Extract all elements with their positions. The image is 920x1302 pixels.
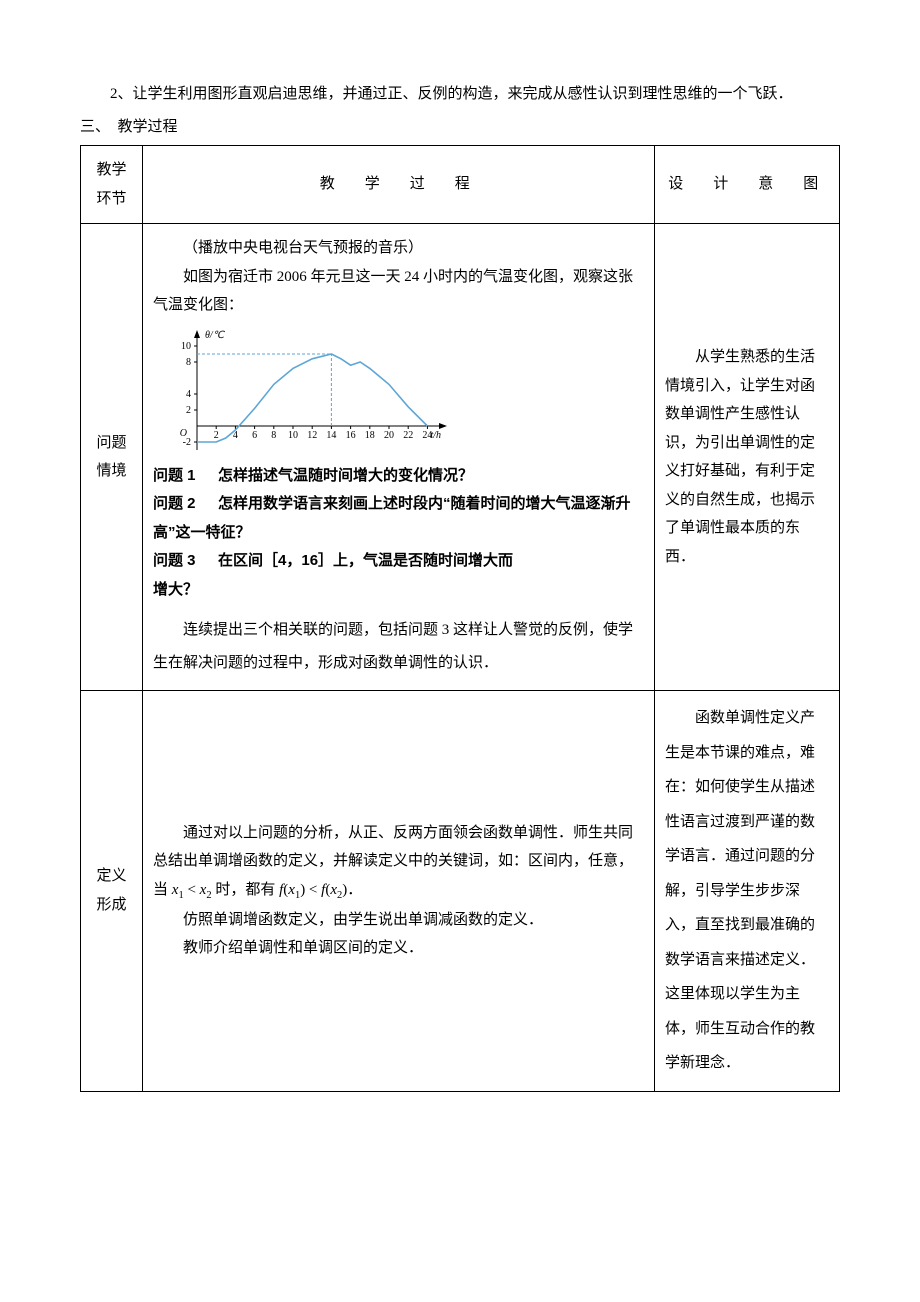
svg-text:18: 18 bbox=[365, 430, 375, 441]
row1-p2: 如图为宿迁市 2006 年元旦这一天 24 小时内的气温变化图，观察这张气温变化… bbox=[153, 263, 644, 320]
svg-text:8: 8 bbox=[186, 357, 191, 368]
svg-text:O: O bbox=[180, 428, 187, 439]
row1-label-b: 情境 bbox=[96, 463, 126, 479]
row2-p2: 仿照单调增函数定义，由学生说出单调减函数的定义． bbox=[153, 906, 644, 935]
row2-intent-text: 函数单调性定义产生是本节课的难点，难在：如何使学生从描述性语言过渡到严谨的数学语… bbox=[665, 701, 829, 1081]
svg-text:10: 10 bbox=[288, 430, 298, 441]
q3-text-b: 增大？ bbox=[153, 576, 644, 605]
row2-process: 通过对以上问题的分析，从正、反两方面领会函数单调性．师生共同总结出单调增函数的定… bbox=[143, 691, 655, 1092]
temperature-chart: 2468101214161820222424810-2Oθ/℃t/h bbox=[169, 326, 644, 456]
svg-text:14: 14 bbox=[326, 430, 336, 441]
row1-p1: （播放中央电视台天气预报的音乐） bbox=[153, 234, 644, 263]
row1-intent-text: 从学生熟悉的生活情境引入，让学生对函数单调性产生感性认识，为引出单调性的定义打好… bbox=[665, 343, 829, 571]
header-col2: 教 学 过 程 bbox=[143, 146, 655, 224]
q1-text: 怎样描述气温随时间增大的变化情况？ bbox=[218, 467, 473, 484]
q2-label: 问题 2 bbox=[153, 495, 196, 512]
header-col1: 教学 环节 bbox=[81, 146, 143, 224]
row2-p3: 教师介绍单调性和单调区间的定义． bbox=[153, 934, 644, 963]
q1-label: 问题 1 bbox=[153, 467, 196, 484]
row2-p1: 通过对以上问题的分析，从正、反两方面领会函数单调性．师生共同总结出单调增函数的定… bbox=[153, 819, 644, 906]
svg-text:6: 6 bbox=[252, 430, 257, 441]
math-fx: f bbox=[279, 882, 283, 898]
q2-text: 怎样用数学语言来刻画上述时段内“随着时间的增大气温逐渐升高”这一特征？ bbox=[153, 495, 631, 541]
row2-label-b: 形成 bbox=[96, 897, 126, 913]
row1-label: 问题 情境 bbox=[81, 224, 143, 691]
row1-label-a: 问题 bbox=[96, 435, 126, 451]
svg-text:12: 12 bbox=[307, 430, 317, 441]
row2-p1b: 时，都有 bbox=[215, 882, 275, 898]
section-3-heading: 三、 教学过程 bbox=[80, 113, 840, 142]
q3-text-a: 在区间［4，16］上，气温是否随时间增大而 bbox=[218, 552, 513, 569]
chart-svg: 2468101214161820222424810-2Oθ/℃t/h bbox=[169, 326, 449, 456]
row1-q3: 问题 3 在区间［4，16］上，气温是否随时间增大而 bbox=[153, 547, 644, 576]
row1-q1: 问题 1 怎样描述气温随时间增大的变化情况？ bbox=[153, 462, 644, 491]
header-col1-line1: 教学 bbox=[96, 162, 126, 178]
row1-q2: 问题 2 怎样用数学语言来刻画上述时段内“随着时间的增大气温逐渐升高”这一特征？ bbox=[153, 490, 644, 547]
svg-text:4: 4 bbox=[186, 389, 191, 400]
svg-text:8: 8 bbox=[271, 430, 276, 441]
teaching-process-table: 教学 环节 教 学 过 程 设 计 意 图 问题 情境 （播放中央电视台天气预报… bbox=[80, 145, 840, 1092]
intro-point-2: 2、让学生利用图形直观启迪思维，并通过正、反例的构造，来完成从感性认识到理性思维… bbox=[80, 80, 840, 109]
svg-text:θ/℃: θ/℃ bbox=[205, 330, 226, 341]
header-col1-line2: 环节 bbox=[96, 191, 126, 207]
row2-label-a: 定义 bbox=[96, 868, 126, 884]
q3-label: 问题 3 bbox=[153, 552, 196, 569]
row1-intent: 从学生熟悉的生活情境引入，让学生对函数单调性产生感性认识，为引出单调性的定义打好… bbox=[655, 224, 840, 691]
svg-text:10: 10 bbox=[181, 341, 191, 352]
svg-text:2: 2 bbox=[186, 405, 191, 416]
svg-text:22: 22 bbox=[403, 430, 413, 441]
row1-process: （播放中央电视台天气预报的音乐） 如图为宿迁市 2006 年元旦这一天 24 小… bbox=[143, 224, 655, 691]
svg-text:16: 16 bbox=[346, 430, 356, 441]
svg-text:20: 20 bbox=[384, 430, 394, 441]
svg-text:2: 2 bbox=[214, 430, 219, 441]
header-col3: 设 计 意 图 bbox=[655, 146, 840, 224]
svg-text:t/h: t/h bbox=[430, 430, 441, 441]
row1-p3: 连续提出三个相关联的问题，包括问题 3 这样让人警觉的反例，使学生在解决问题的过… bbox=[153, 614, 644, 680]
row2-intent: 函数单调性定义产生是本节课的难点，难在：如何使学生从描述性语言过渡到严谨的数学语… bbox=[655, 691, 840, 1092]
row2-label: 定义 形成 bbox=[81, 691, 143, 1092]
